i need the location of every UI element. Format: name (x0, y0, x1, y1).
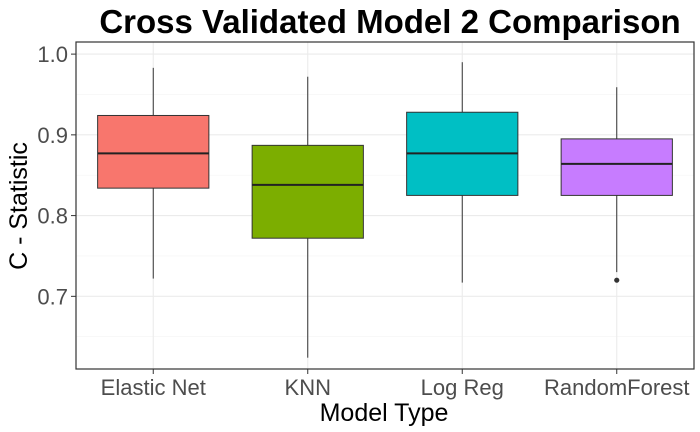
box-0 (97, 114, 210, 189)
box-group-2 (406, 62, 519, 283)
outlier-3-0 (614, 277, 620, 283)
y-tick-label-0: 0.7 (37, 284, 68, 309)
y-axis-title: C - Statistic (5, 142, 33, 270)
x-tick-label-3: RandomForest (544, 375, 690, 400)
box-group-0 (97, 67, 210, 279)
y-tick-label-2: 0.9 (37, 123, 68, 148)
box-group-3 (560, 87, 673, 283)
x-tick-label-2: Log Reg (421, 375, 504, 400)
y-axis: 0.7 0.8 0.9 1.0 (37, 42, 76, 309)
chart-title: Cross Validated Model 2 Comparison (99, 3, 680, 40)
box-1 (251, 144, 364, 239)
plot-panel-border (75, 41, 695, 370)
x-tick-label-1: KNN (285, 375, 331, 400)
boxes (97, 62, 673, 358)
box-group-1 (251, 76, 364, 358)
y-tick-label-3: 1.0 (37, 42, 68, 67)
y-tick-label-1: 0.8 (37, 204, 68, 229)
x-axis: Elastic Net KNN Log Reg RandomForest (101, 369, 690, 400)
x-tick-label-0: Elastic Net (101, 375, 206, 400)
box-3 (560, 138, 673, 196)
grid (76, 42, 694, 369)
x-axis-title: Model Type (320, 399, 449, 427)
